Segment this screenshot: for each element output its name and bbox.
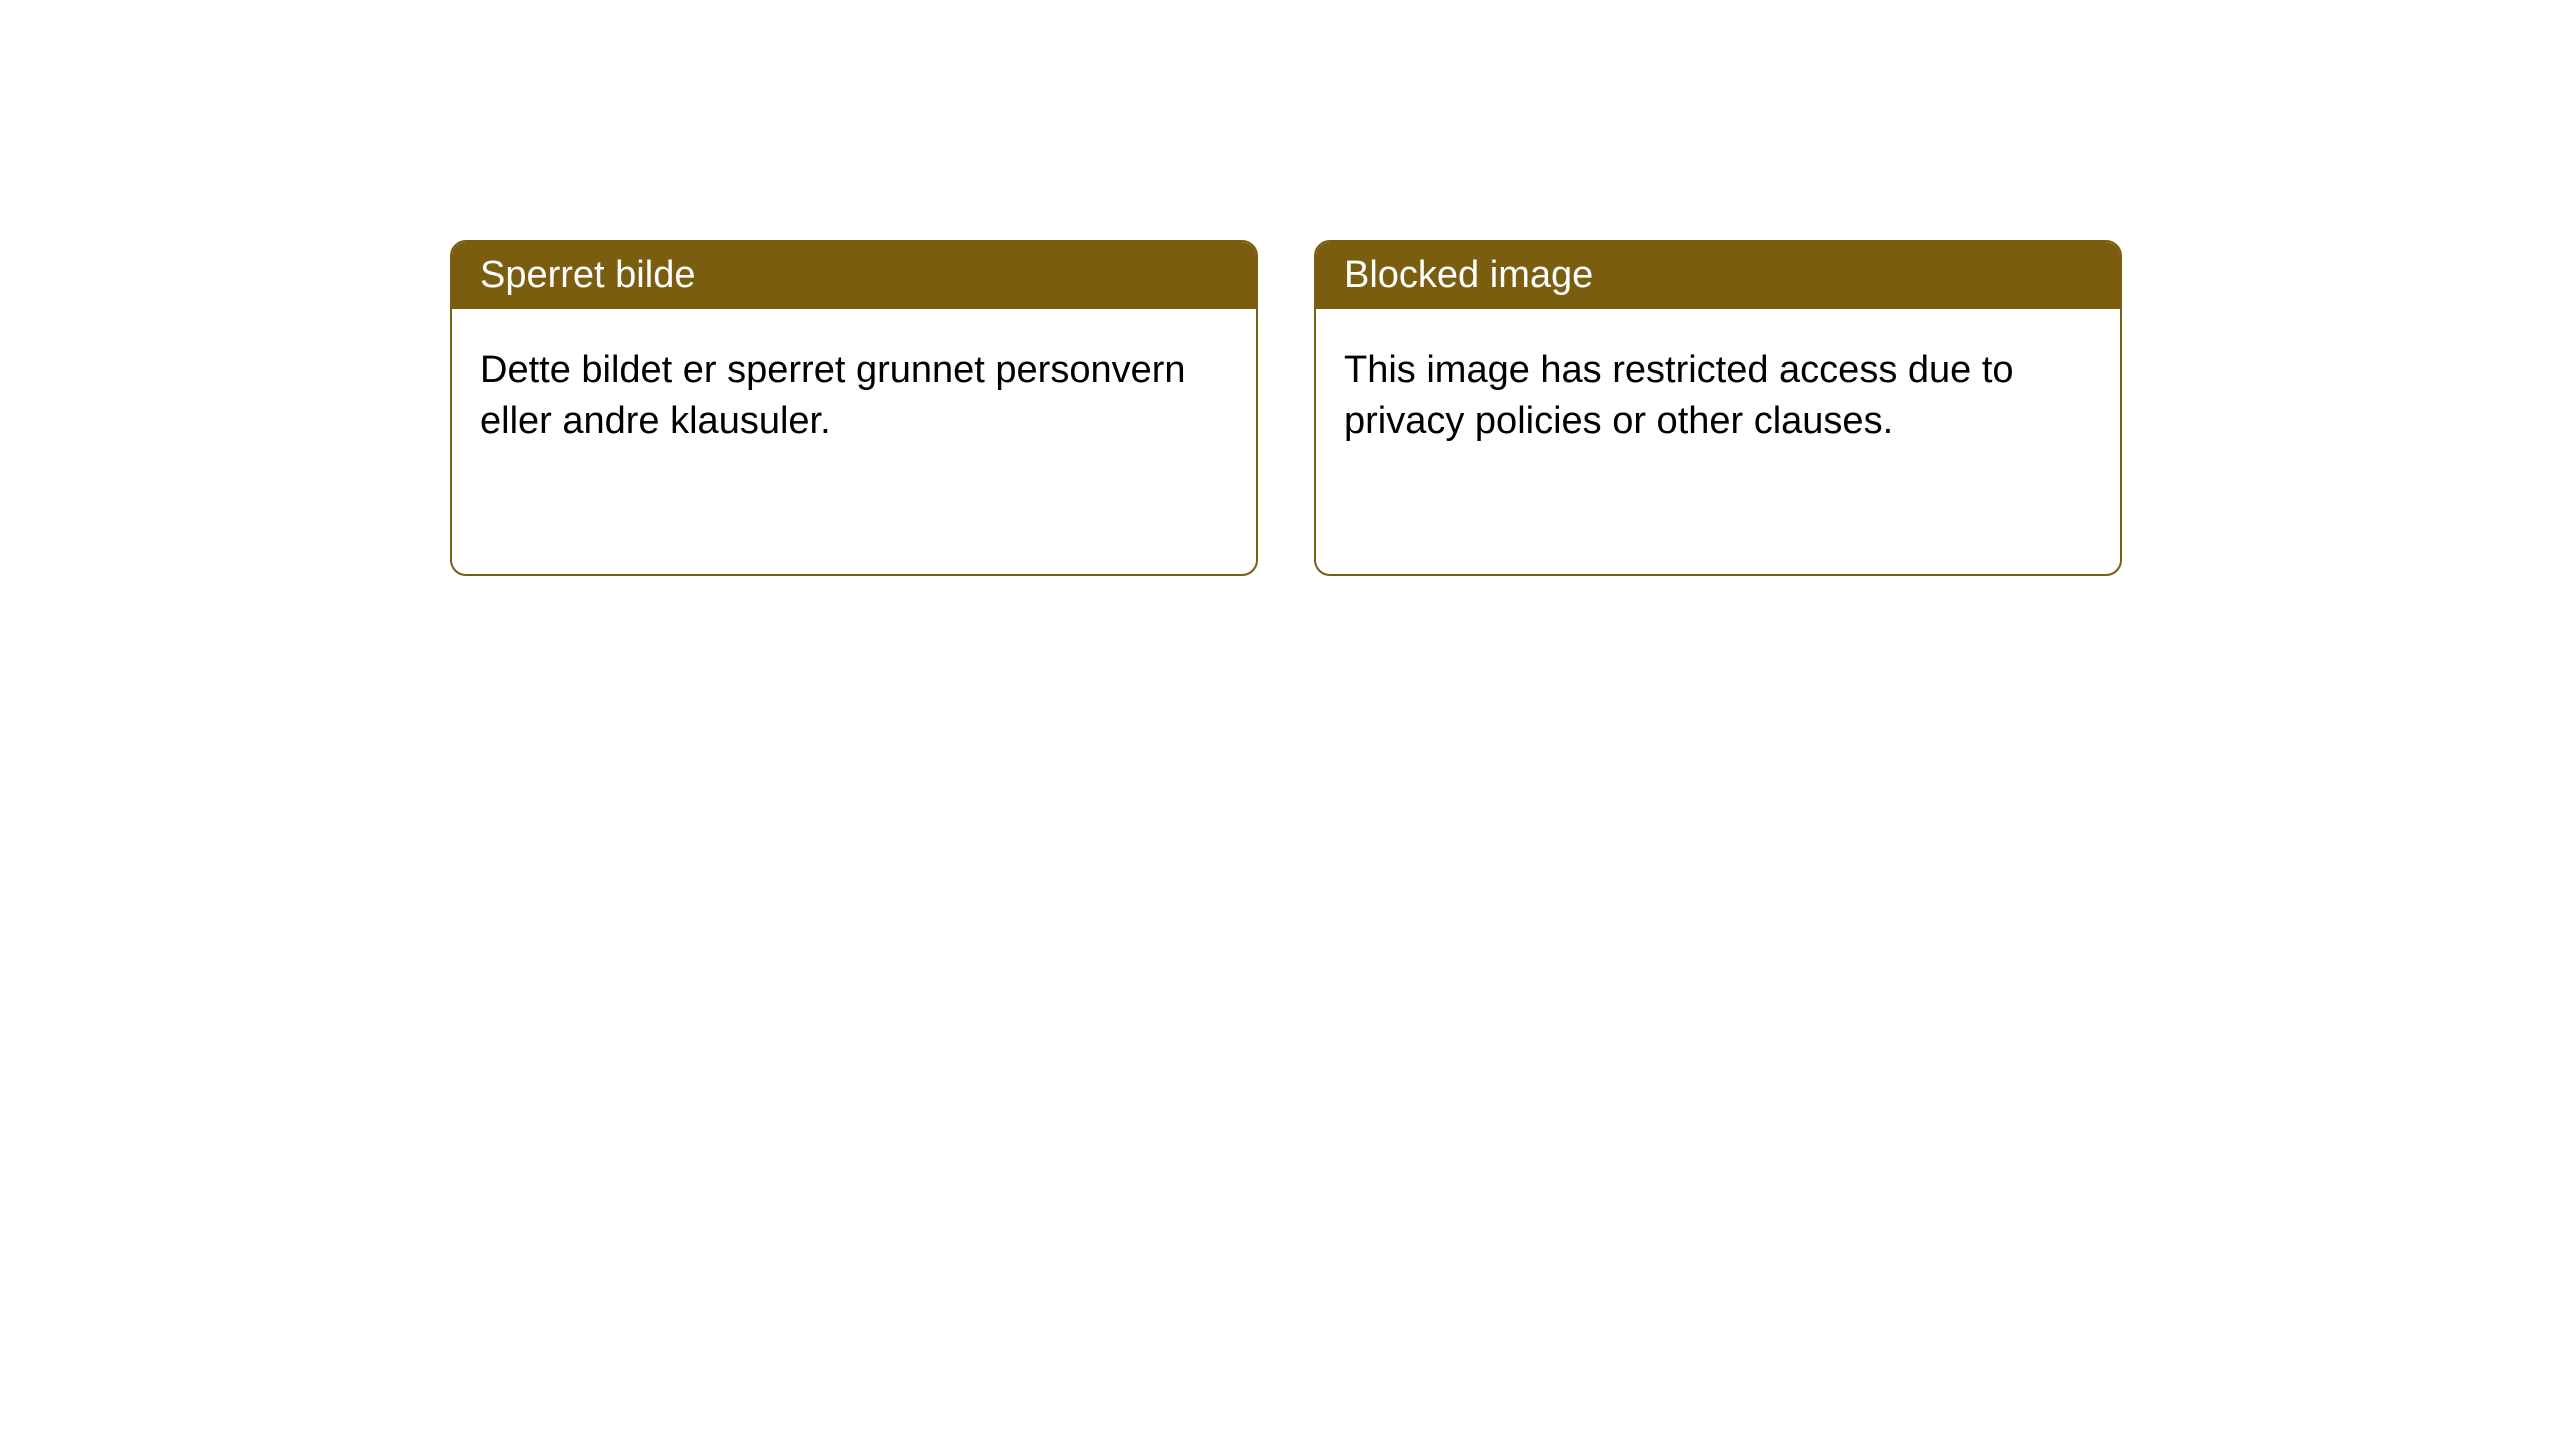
card-header-no: Sperret bilde: [452, 242, 1256, 309]
card-body-en: This image has restricted access due to …: [1316, 309, 2120, 484]
card-header-en: Blocked image: [1316, 242, 2120, 309]
blocked-image-card-en: Blocked image This image has restricted …: [1314, 240, 2122, 576]
card-body-no: Dette bildet er sperret grunnet personve…: [452, 309, 1256, 484]
card-container: Sperret bilde Dette bildet er sperret gr…: [0, 0, 2560, 576]
blocked-image-card-no: Sperret bilde Dette bildet er sperret gr…: [450, 240, 1258, 576]
